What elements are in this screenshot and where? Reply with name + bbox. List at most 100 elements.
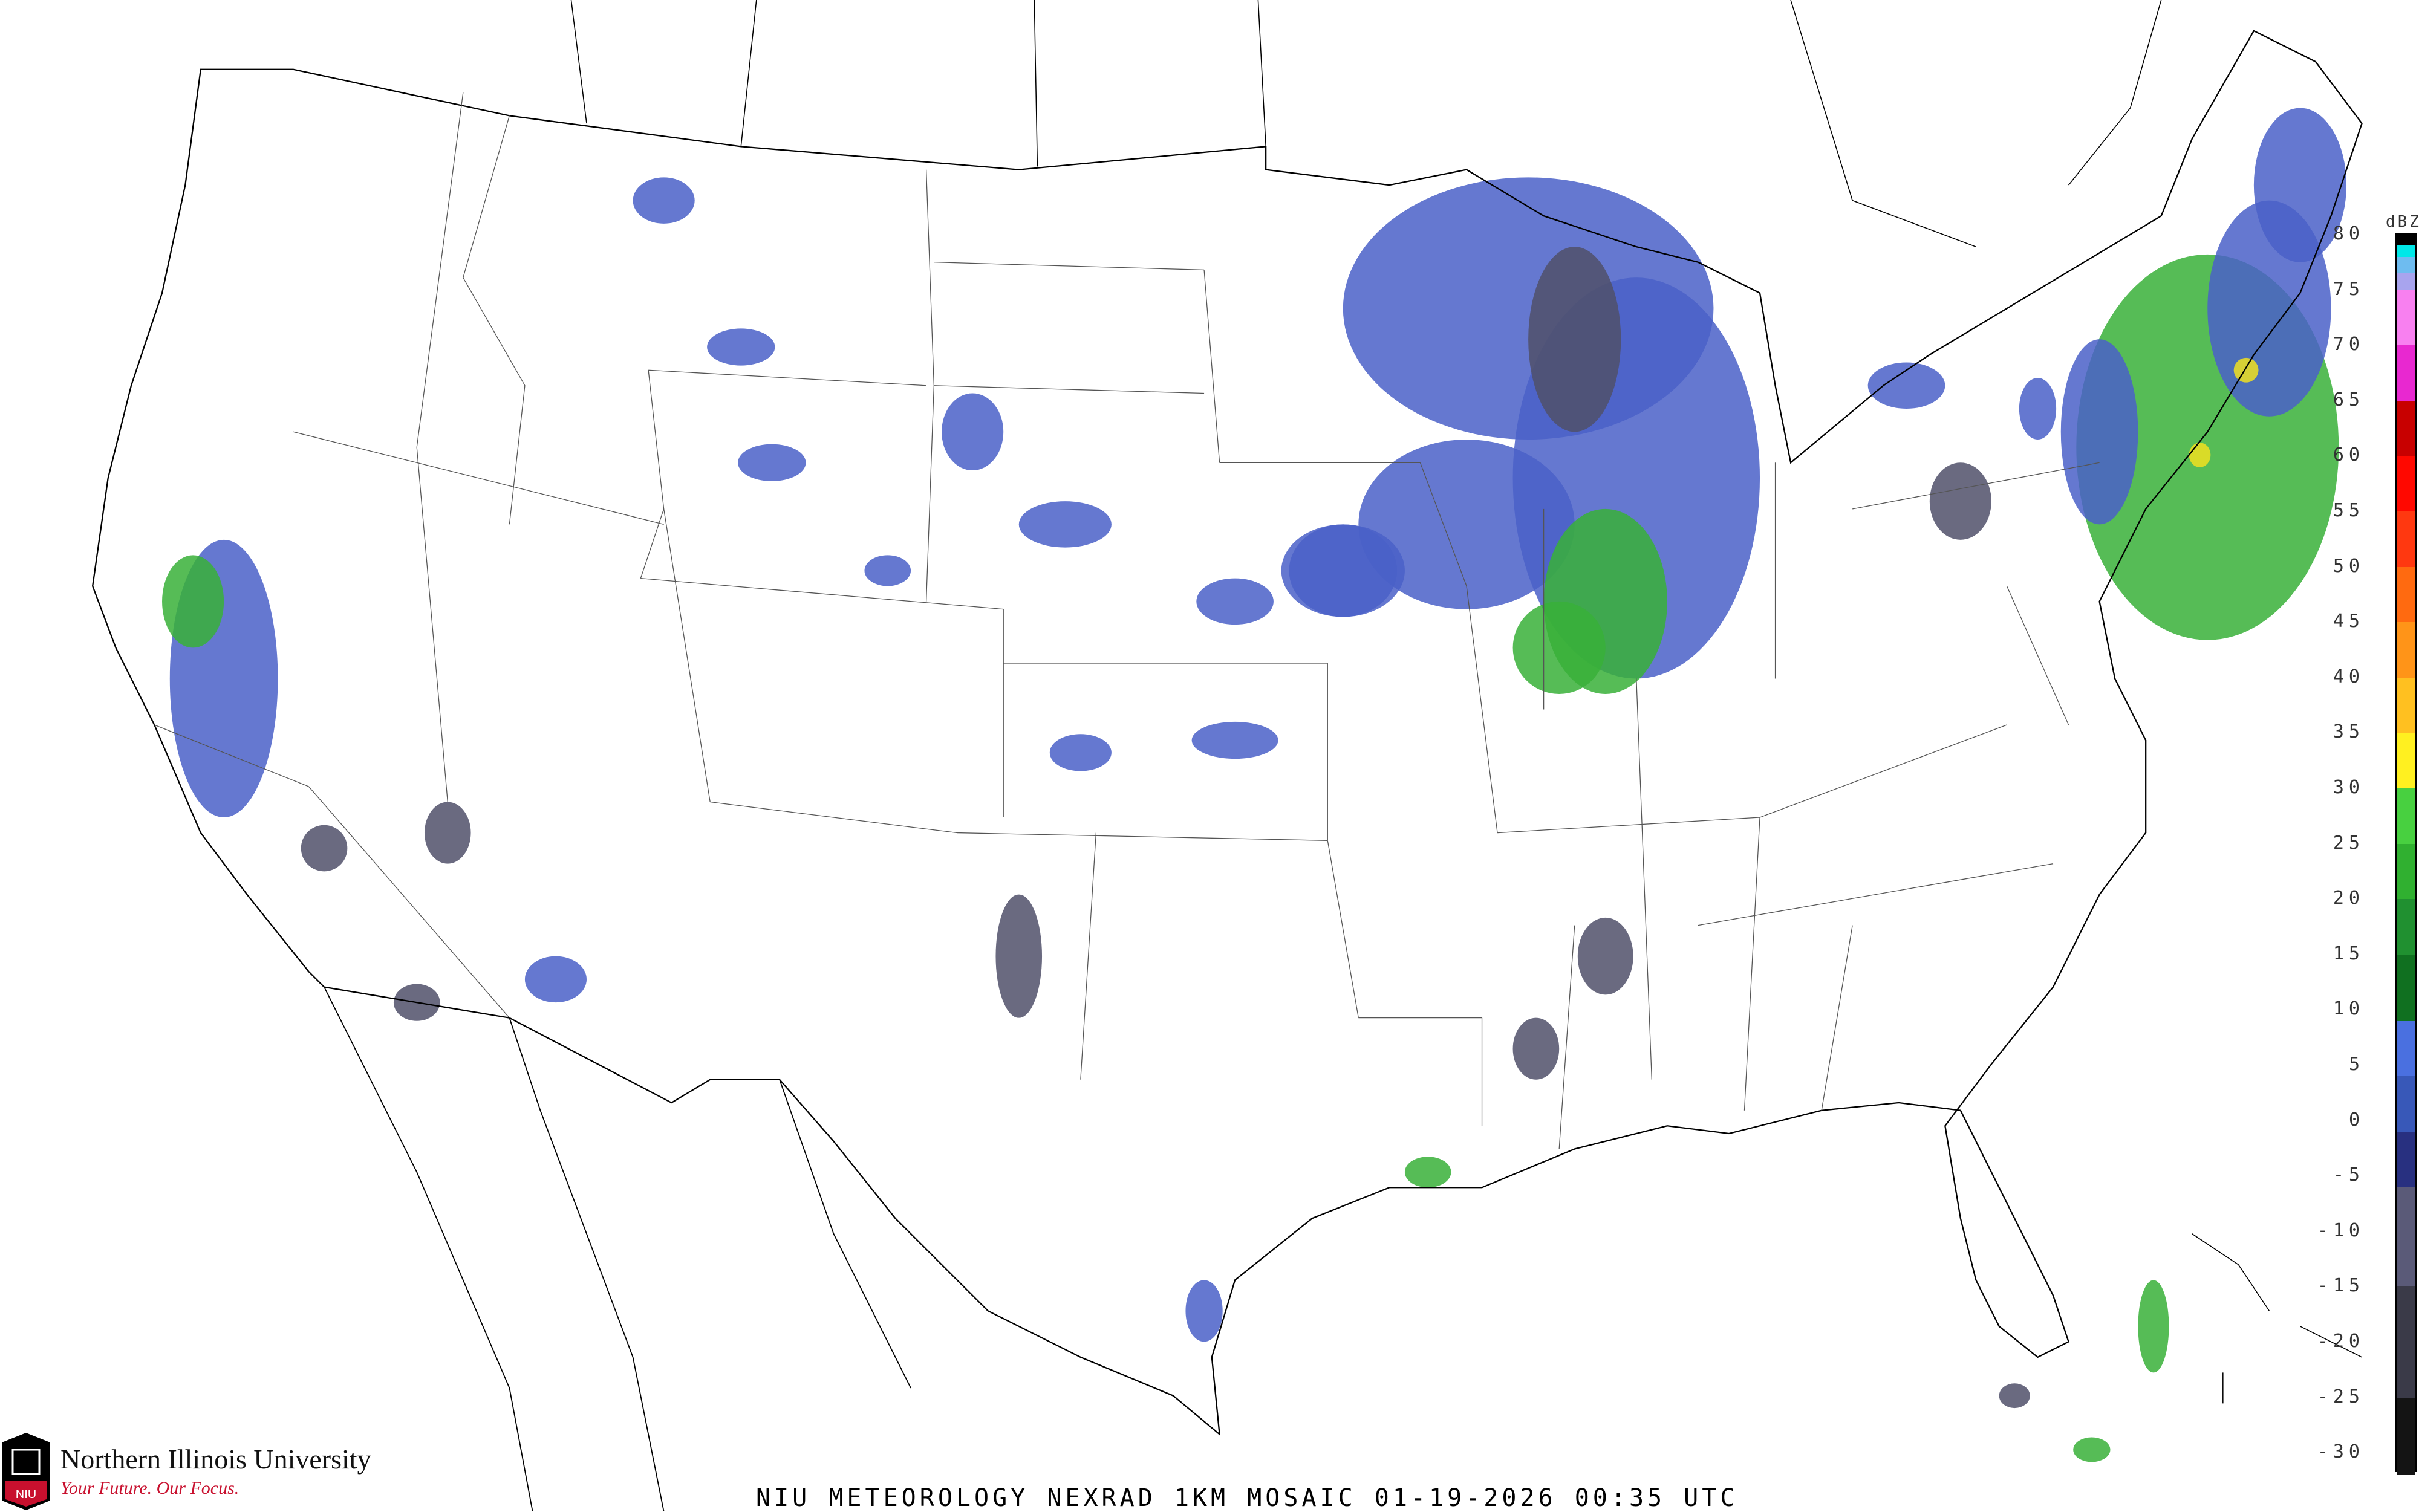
legend-tick-label: 15 (2333, 943, 2365, 964)
state-boundary (1852, 462, 2100, 510)
legend-band (2397, 456, 2415, 512)
radar-echo (942, 393, 1004, 471)
legend-band (2397, 677, 2415, 734)
legend-band (2397, 256, 2415, 274)
legend-band (2397, 788, 2415, 845)
legend-tick-label: -20 (2317, 1331, 2365, 1352)
radar-echo (162, 555, 224, 648)
state-boundary (640, 370, 665, 579)
radar-echo (1358, 440, 1575, 609)
radar-echo (1528, 247, 1621, 432)
legend-tick-label: -25 (2317, 1386, 2365, 1407)
radar-echo (2073, 1437, 2111, 1462)
state-boundary (648, 369, 926, 386)
legend-band (2397, 235, 2415, 247)
radar-echo (2019, 378, 2057, 440)
state-boundary (925, 169, 934, 602)
radar-echo (1512, 601, 1606, 694)
state-boundary (1080, 832, 1097, 1080)
niu-logo: NIU Northern Illinois University Your Fu… (0, 1430, 435, 1511)
state-boundary (934, 385, 1205, 394)
radar-echo (2253, 108, 2347, 262)
state-boundary (663, 508, 711, 802)
legend-tick-label: 75 (2333, 278, 2365, 300)
legend-band (2397, 1187, 2415, 1288)
legend-tick-label: -5 (2333, 1164, 2365, 1186)
state-boundary (1759, 724, 2007, 818)
legend-tick-label: 55 (2333, 500, 2365, 521)
radar-echo (1929, 462, 1991, 540)
legend-band (2397, 511, 2415, 568)
legend-unit: dBZ (2386, 213, 2419, 231)
radar-echo (1185, 1280, 1223, 1342)
legend-band (2397, 1286, 2415, 1398)
legend-tick-label: 10 (2333, 998, 2365, 1020)
radar-echo (301, 825, 348, 872)
radar-echo (1999, 1383, 2030, 1409)
state-boundary (1698, 863, 2054, 926)
radar-echo (1196, 578, 1274, 625)
legend-tick-label: 0 (2348, 1109, 2365, 1131)
state-boundary (2006, 586, 2069, 725)
legend-tick-label: 65 (2333, 389, 2365, 410)
legend-tick-label: 5 (2348, 1054, 2365, 1075)
radar-echo (2060, 339, 2138, 525)
legend-band (2397, 273, 2415, 291)
state-boundary (1497, 817, 1760, 834)
radar-echo (424, 802, 471, 864)
state-boundary (1636, 678, 1652, 1080)
radar-echo (1512, 1017, 1560, 1080)
state-boundary (154, 724, 510, 1019)
legend-band (2397, 1475, 2415, 1487)
legend-tick-label: 45 (2333, 611, 2365, 632)
university-tagline: Your Future. Our Focus. (60, 1478, 239, 1498)
canada-lines (570, 0, 2162, 247)
legend-band (2397, 400, 2415, 457)
legend-tick-label: 80 (2333, 223, 2365, 244)
legend-band (2397, 245, 2415, 258)
state-boundary (1327, 840, 1359, 1018)
reflectivity-color-legend (2395, 233, 2417, 1487)
legend-tick-label: 35 (2333, 721, 2365, 743)
legend-band (2397, 1131, 2415, 1188)
conus-outline (91, 30, 2363, 1436)
radar-echo (707, 328, 775, 366)
state-boundary (710, 801, 957, 834)
state-boundary (640, 577, 1004, 610)
legend-tick-label: -10 (2317, 1219, 2365, 1241)
radar-echo (995, 894, 1043, 1018)
radar-echo (1049, 734, 1112, 771)
legend-band (2397, 566, 2415, 623)
legend-tick-label: 40 (2333, 666, 2365, 687)
state-boundary (293, 431, 664, 525)
legend-band (2397, 1076, 2415, 1132)
radar-echo (1404, 1157, 1451, 1188)
state-boundary (1743, 817, 1760, 1111)
legend-band (2397, 290, 2415, 346)
state-boundary (416, 92, 464, 447)
legend-band (2397, 733, 2415, 789)
radar-echo (1577, 917, 1633, 995)
legend-tick-label: 70 (2333, 334, 2365, 355)
legend-band (2397, 1020, 2415, 1077)
state-boundary (463, 115, 526, 525)
radar-echoes (162, 108, 2347, 1462)
state-boundary (1821, 925, 1853, 1111)
niu-seal-icon: NIU (2, 1433, 50, 1510)
legend-tick-label: 20 (2333, 887, 2365, 909)
state-boundary (416, 447, 448, 802)
radar-echo (633, 177, 695, 224)
legend-tick-label: -30 (2317, 1441, 2365, 1463)
legend-tick-label: 60 (2333, 444, 2365, 466)
state-boundary (1419, 462, 1467, 586)
state-boundary (934, 262, 1205, 271)
legend-band (2397, 1397, 2415, 1476)
state-boundary (1558, 925, 1575, 1149)
legend-band (2397, 622, 2415, 678)
radar-echo (524, 956, 587, 1003)
caribbean-islands (2192, 1233, 2362, 1404)
legend-tick-label: 50 (2333, 555, 2365, 577)
radar-echo (738, 444, 806, 481)
mexico-coast (324, 987, 911, 1511)
